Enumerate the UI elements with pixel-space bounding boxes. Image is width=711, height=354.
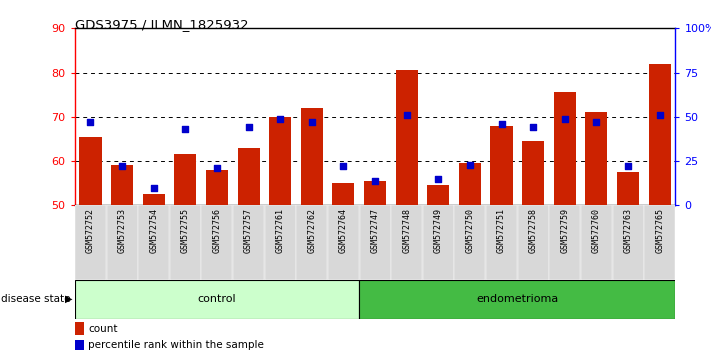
Bar [301, 108, 323, 205]
Point [622, 164, 634, 169]
Bar [75, 322, 84, 335]
Point [274, 116, 286, 121]
Bar [269, 117, 292, 205]
Bar [170, 205, 201, 280]
Bar [644, 205, 675, 280]
Bar [174, 154, 196, 205]
Bar [75, 205, 106, 280]
Point [496, 121, 507, 127]
Text: GSM572754: GSM572754 [149, 207, 159, 252]
Text: GSM572756: GSM572756 [213, 207, 221, 252]
Bar [143, 194, 165, 205]
Bar [648, 64, 670, 205]
Bar [75, 280, 359, 319]
Bar [522, 141, 544, 205]
Bar [359, 280, 675, 319]
Text: disease state: disease state [1, 294, 70, 304]
Bar [107, 205, 138, 280]
Point [528, 125, 539, 130]
Text: GSM572752: GSM572752 [86, 207, 95, 252]
Text: percentile rank within the sample: percentile rank within the sample [88, 340, 264, 350]
Point [243, 125, 255, 130]
Text: GSM572750: GSM572750 [466, 207, 474, 252]
Point [432, 176, 444, 182]
Bar [391, 205, 422, 280]
Text: GSM572751: GSM572751 [497, 207, 506, 252]
Point [148, 185, 159, 190]
Bar [518, 205, 549, 280]
Bar [233, 205, 264, 280]
Text: count: count [88, 324, 117, 333]
Point [464, 162, 476, 167]
Bar [491, 126, 513, 205]
Text: GDS3975 / ILMN_1825932: GDS3975 / ILMN_1825932 [75, 18, 248, 31]
Point [654, 112, 665, 118]
Text: ▶: ▶ [65, 294, 73, 304]
Point [306, 119, 318, 125]
Bar [581, 205, 612, 280]
Bar [332, 183, 355, 205]
Bar [550, 205, 580, 280]
Text: GSM572748: GSM572748 [402, 207, 411, 252]
Text: endometrioma: endometrioma [476, 294, 558, 304]
Bar [296, 205, 327, 280]
Bar [395, 70, 418, 205]
Bar [454, 205, 486, 280]
Point [211, 165, 223, 171]
Bar [111, 166, 133, 205]
Bar [264, 205, 296, 280]
Text: GSM572749: GSM572749 [434, 207, 443, 252]
Text: GSM572747: GSM572747 [370, 207, 380, 252]
Bar [237, 148, 260, 205]
Text: GSM572759: GSM572759 [560, 207, 570, 252]
Bar [75, 340, 84, 350]
Text: GSM572761: GSM572761 [276, 207, 284, 252]
Text: GSM572765: GSM572765 [655, 207, 664, 252]
Point [117, 164, 128, 169]
Point [180, 126, 191, 132]
Text: GSM572764: GSM572764 [339, 207, 348, 252]
Bar [364, 181, 386, 205]
Text: GSM572753: GSM572753 [117, 207, 127, 252]
Bar [459, 163, 481, 205]
Bar [486, 205, 517, 280]
Point [591, 119, 602, 125]
Text: GSM572760: GSM572760 [592, 207, 601, 252]
Text: control: control [198, 294, 236, 304]
Bar [423, 205, 454, 280]
Bar [612, 205, 643, 280]
Bar [585, 113, 607, 205]
Bar [554, 92, 576, 205]
Bar [617, 172, 639, 205]
Bar [360, 205, 390, 280]
Point [85, 119, 96, 125]
Bar [328, 205, 359, 280]
Bar [201, 205, 232, 280]
Point [338, 164, 349, 169]
Text: GSM572757: GSM572757 [244, 207, 253, 252]
Text: GSM572755: GSM572755 [181, 207, 190, 252]
Bar [80, 137, 102, 205]
Point [370, 178, 381, 183]
Point [401, 112, 412, 118]
Bar [427, 185, 449, 205]
Point [559, 116, 570, 121]
Text: GSM572758: GSM572758 [529, 207, 538, 252]
Text: GSM572762: GSM572762 [307, 207, 316, 252]
Bar [206, 170, 228, 205]
Bar [138, 205, 169, 280]
Text: GSM572763: GSM572763 [624, 207, 633, 252]
